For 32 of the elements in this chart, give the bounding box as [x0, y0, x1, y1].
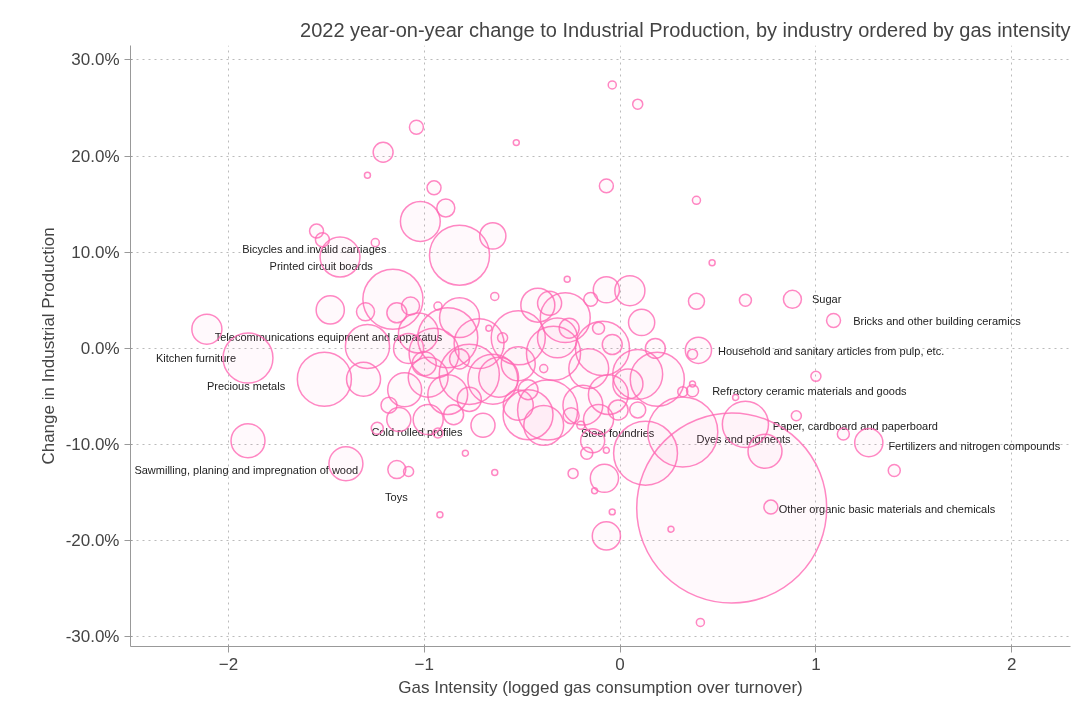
x-tick-label: 2 — [1007, 654, 1017, 674]
annotation: Printed circuit boards — [269, 259, 374, 272]
annotation: Household and sanitary articles from pulp, etc. — [718, 345, 945, 358]
x-tick-label: −1 — [414, 654, 434, 674]
annotation: Toys — [385, 491, 409, 504]
annotation: Other organic basic materials and chemicals — [778, 502, 996, 515]
y-axis-title: Change in Industrial Production — [38, 227, 58, 465]
x-tick-label: 0 — [615, 654, 625, 674]
x-axis-title: Gas Intensity (logged gas consumption over turnover) — [398, 677, 803, 697]
y-tick-label: 10.0% — [71, 242, 120, 262]
annotation: Paper, cardboard and paperboard — [772, 420, 938, 433]
annotation: Cold rolled profiles — [371, 426, 463, 439]
y-tick-label: 0.0% — [80, 338, 120, 358]
y-tick-label: -30.0% — [65, 627, 120, 647]
x-tick-label: 1 — [811, 654, 821, 674]
annotation: Dyes and pigments — [696, 432, 792, 445]
annotation: Telecommunications equipment and apparatus — [214, 330, 443, 343]
y-tick-label: -10.0% — [65, 435, 120, 455]
annotation: Steel foundries — [580, 427, 655, 440]
annotation: Sawmilling, planing and impregnation of wood — [134, 463, 359, 476]
annotation: Kitchen furniture — [155, 352, 237, 365]
chart-title: 2022 year-on-year change to Industrial Production, by industry ordered by gas intensity — [300, 18, 1071, 41]
annotation: Bicycles and invalid carriages — [242, 243, 387, 256]
y-tick-label: 20.0% — [71, 146, 120, 166]
y-tick-label: -20.0% — [65, 531, 120, 551]
annotation: Precious metals — [206, 379, 286, 392]
y-tick-label: 30.0% — [71, 50, 120, 70]
x-tick-label: −2 — [218, 654, 239, 674]
annotation: Bricks and other building ceramics — [853, 314, 1022, 327]
annotation: Refractory ceramic materials and goods — [712, 384, 908, 397]
annotation: Fertilizers and nitrogen compounds — [888, 439, 1061, 452]
annotation: Sugar — [812, 293, 842, 306]
